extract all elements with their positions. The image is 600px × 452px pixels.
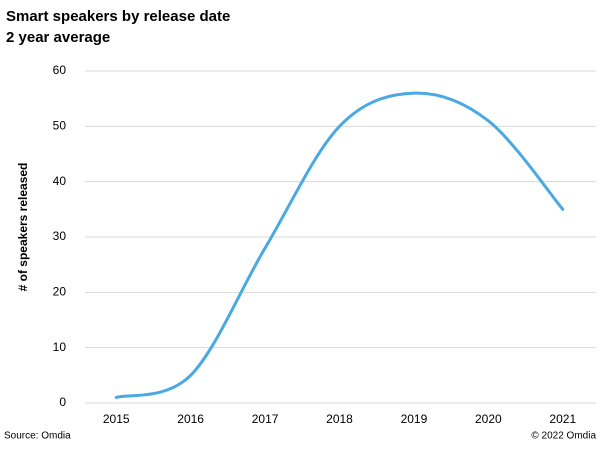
- x-tick-label: 2015: [103, 412, 130, 426]
- y-axis-title: # of speakers released: [16, 163, 30, 292]
- copyright: © 2022 Omdia: [531, 431, 596, 442]
- y-tick-label: 10: [53, 340, 67, 354]
- x-tick-label: 2017: [252, 412, 279, 426]
- y-tick-label: 0: [59, 395, 66, 409]
- y-tick-label: 60: [53, 63, 67, 77]
- x-tick-label: 2018: [326, 412, 353, 426]
- x-tick-label: 2021: [549, 412, 576, 426]
- line: [114, 91, 565, 399]
- x-tick-label: 2016: [177, 412, 204, 426]
- y-tick-label: 30: [53, 229, 67, 243]
- y-tick-label: 20: [53, 285, 67, 299]
- x-tick-label: 2019: [401, 412, 428, 426]
- y-tick-label: 50: [53, 119, 67, 133]
- chart-subtitle: 2 year average: [6, 29, 110, 46]
- chart-title: Smart speakers by release date: [6, 8, 230, 25]
- source: Source: Omdia: [4, 431, 71, 442]
- y-tick-label: 40: [53, 174, 67, 188]
- x-tick-label: 2020: [475, 412, 502, 426]
